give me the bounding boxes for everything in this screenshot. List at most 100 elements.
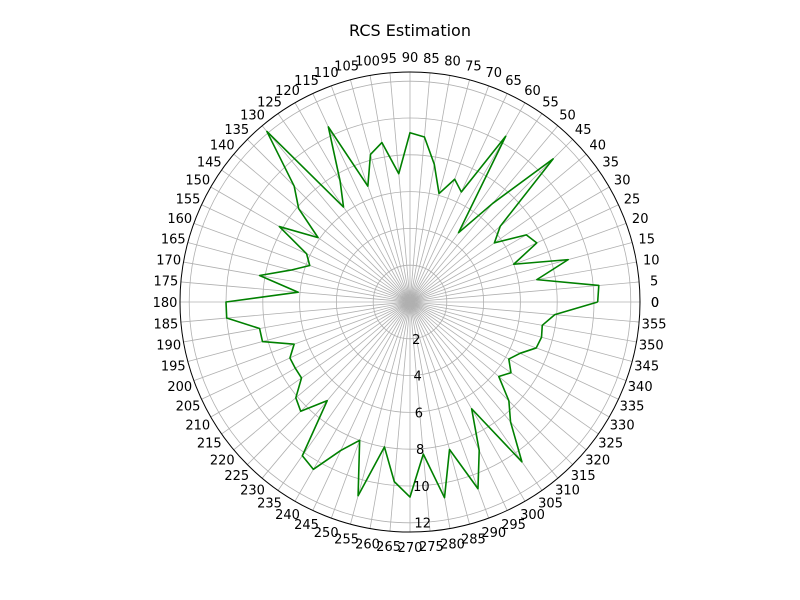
angular-grid-line xyxy=(409,301,587,451)
angular-tick-label: 275 xyxy=(419,540,444,555)
angular-grid-line xyxy=(183,261,411,303)
radial-tick-label: 8 xyxy=(416,443,424,458)
angular-tick-label: 185 xyxy=(153,317,178,332)
angular-grid-line xyxy=(409,301,559,479)
angular-tick-label: 265 xyxy=(376,540,401,555)
angular-grid-line xyxy=(409,79,470,303)
radial-tick-labels: 2 4 6 8 10 12 xyxy=(412,333,431,532)
angular-tick-label: 155 xyxy=(176,193,201,208)
angular-grid-line xyxy=(409,301,451,529)
angular-grid-line xyxy=(409,261,637,303)
angular-grid-line xyxy=(409,301,627,382)
angular-grid-line xyxy=(330,301,411,519)
angular-grid-line xyxy=(409,169,599,303)
angular-grid-line xyxy=(409,125,559,303)
angular-grid-line xyxy=(409,301,508,511)
angular-tick-label: 65 xyxy=(505,74,522,89)
angular-grid-line xyxy=(187,301,411,362)
angular-grid-line xyxy=(221,169,411,303)
angular-tick-label: 210 xyxy=(185,419,210,434)
angular-grid-line xyxy=(409,72,431,303)
angular-tick-label: 295 xyxy=(501,518,526,533)
angular-tick-label: 10 xyxy=(643,254,660,269)
angular-tick-label: 85 xyxy=(423,52,440,67)
angular-grid-line xyxy=(350,301,411,525)
angular-tick-label: 310 xyxy=(555,484,580,499)
radial-tick-label: 10 xyxy=(413,480,430,495)
angular-grid-line xyxy=(247,139,411,303)
angular-grid-line xyxy=(193,301,411,382)
angular-grid-line xyxy=(221,301,411,435)
angular-tick-label: 70 xyxy=(486,66,503,81)
angular-tick-label: 55 xyxy=(542,95,559,110)
angular-tick-label: 160 xyxy=(167,212,192,227)
angular-grid-line xyxy=(183,301,411,343)
angular-grid-line xyxy=(389,72,411,303)
angular-tick-label: 255 xyxy=(334,533,359,548)
angular-grid-line xyxy=(409,153,587,303)
angular-grid-line xyxy=(369,301,411,529)
angular-tick-label: 285 xyxy=(461,533,486,548)
angular-tick-label: 170 xyxy=(156,254,181,269)
angular-tick-label: 260 xyxy=(355,537,380,552)
angular-grid-line xyxy=(409,139,573,303)
angular-tick-labels: 0510152025303540455055606570758085909510… xyxy=(153,51,667,556)
angular-tick-label: 345 xyxy=(634,359,659,374)
angular-grid-line xyxy=(409,301,637,343)
angular-tick-label: 20 xyxy=(632,212,649,227)
angular-tick-label: 80 xyxy=(444,55,461,70)
angular-tick-label: 200 xyxy=(167,380,192,395)
angular-tick-label: 270 xyxy=(398,541,423,556)
angular-grid-line xyxy=(389,301,411,532)
angular-grid-line xyxy=(294,102,411,303)
angular-grid-line xyxy=(409,93,508,303)
angular-tick-label: 240 xyxy=(275,508,300,523)
angular-grid-line xyxy=(187,242,411,303)
angular-grid-line xyxy=(409,222,627,303)
angular-grid-line xyxy=(201,301,411,400)
angular-grid-line xyxy=(330,85,411,303)
angular-grid-line xyxy=(210,186,411,303)
angular-tick-label: 290 xyxy=(481,526,506,541)
angular-tick-label: 110 xyxy=(314,66,339,81)
angular-tick-label: 330 xyxy=(610,419,635,434)
angular-grid-line xyxy=(233,153,411,303)
angular-tick-label: 350 xyxy=(639,339,664,354)
angular-tick-label: 215 xyxy=(197,437,222,452)
angular-tick-label: 335 xyxy=(620,400,645,415)
angular-grid-line xyxy=(369,75,411,303)
angular-tick-label: 30 xyxy=(614,174,631,189)
angular-tick-label: 340 xyxy=(628,380,653,395)
angular-grid-line xyxy=(409,301,526,502)
angular-grid-line xyxy=(409,242,633,303)
angular-tick-label: 100 xyxy=(355,55,380,70)
angular-tick-label: 150 xyxy=(185,174,210,189)
angular-tick-label: 165 xyxy=(161,233,186,248)
angular-tick-label: 355 xyxy=(642,317,667,332)
angular-grid-line xyxy=(277,113,411,303)
angular-tick-label: 230 xyxy=(240,484,265,499)
angular-tick-label: 175 xyxy=(153,275,178,290)
angular-tick-label: 40 xyxy=(589,139,606,154)
angular-tick-label: 90 xyxy=(402,51,419,66)
chart-title: RCS Estimation xyxy=(349,21,471,40)
angular-tick-label: 25 xyxy=(624,193,641,208)
angular-tick-label: 95 xyxy=(380,52,397,67)
angular-grid-line xyxy=(409,85,490,303)
angular-grid-line xyxy=(409,301,490,519)
angular-tick-label: 195 xyxy=(161,359,186,374)
radial-tick-label: 2 xyxy=(412,333,420,348)
series-line xyxy=(225,126,600,499)
angular-tick-label: 35 xyxy=(602,156,619,171)
angular-grid-line xyxy=(409,75,451,303)
angular-tick-label: 205 xyxy=(176,400,201,415)
angular-tick-label: 60 xyxy=(524,84,541,99)
angular-tick-label: 140 xyxy=(210,139,235,154)
radial-tick-label: 6 xyxy=(415,406,423,421)
radial-tick-label: 12 xyxy=(414,517,431,532)
angular-grid-line xyxy=(193,222,411,303)
angular-tick-label: 130 xyxy=(240,108,265,123)
angular-tick-label: 5 xyxy=(650,275,658,290)
angular-grid-line xyxy=(409,301,470,525)
